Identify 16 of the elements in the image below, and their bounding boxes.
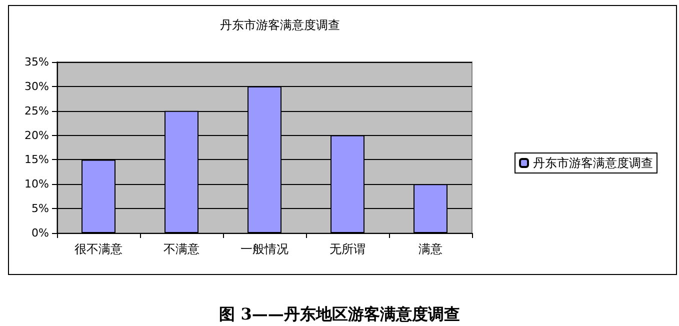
legend-label: 丹东市游客满意度调查 — [533, 156, 653, 170]
x-tick-label: 满意 — [418, 242, 442, 256]
caption: 图 3——丹东地区游客满意度调查 — [219, 304, 460, 324]
y-tick-label: 10% — [24, 178, 49, 191]
y-tick-label: 5% — [32, 202, 49, 216]
x-tick-label: 一般情况 — [240, 242, 288, 256]
chart-title: 丹东市游客满意度调查 — [220, 18, 340, 32]
y-tick-label: 30% — [24, 80, 49, 93]
x-tick-label: 无所谓 — [330, 242, 366, 256]
y-tick-label: 15% — [24, 153, 49, 166]
x-tick-label: 不满意 — [164, 242, 200, 256]
y-tick-label: 0% — [32, 226, 49, 240]
y-tick-label: 20% — [24, 128, 49, 142]
x-tick-label: 很不满意 — [74, 242, 122, 256]
y-tick-label: 25% — [24, 104, 49, 118]
y-tick-label: 35% — [24, 56, 49, 68]
